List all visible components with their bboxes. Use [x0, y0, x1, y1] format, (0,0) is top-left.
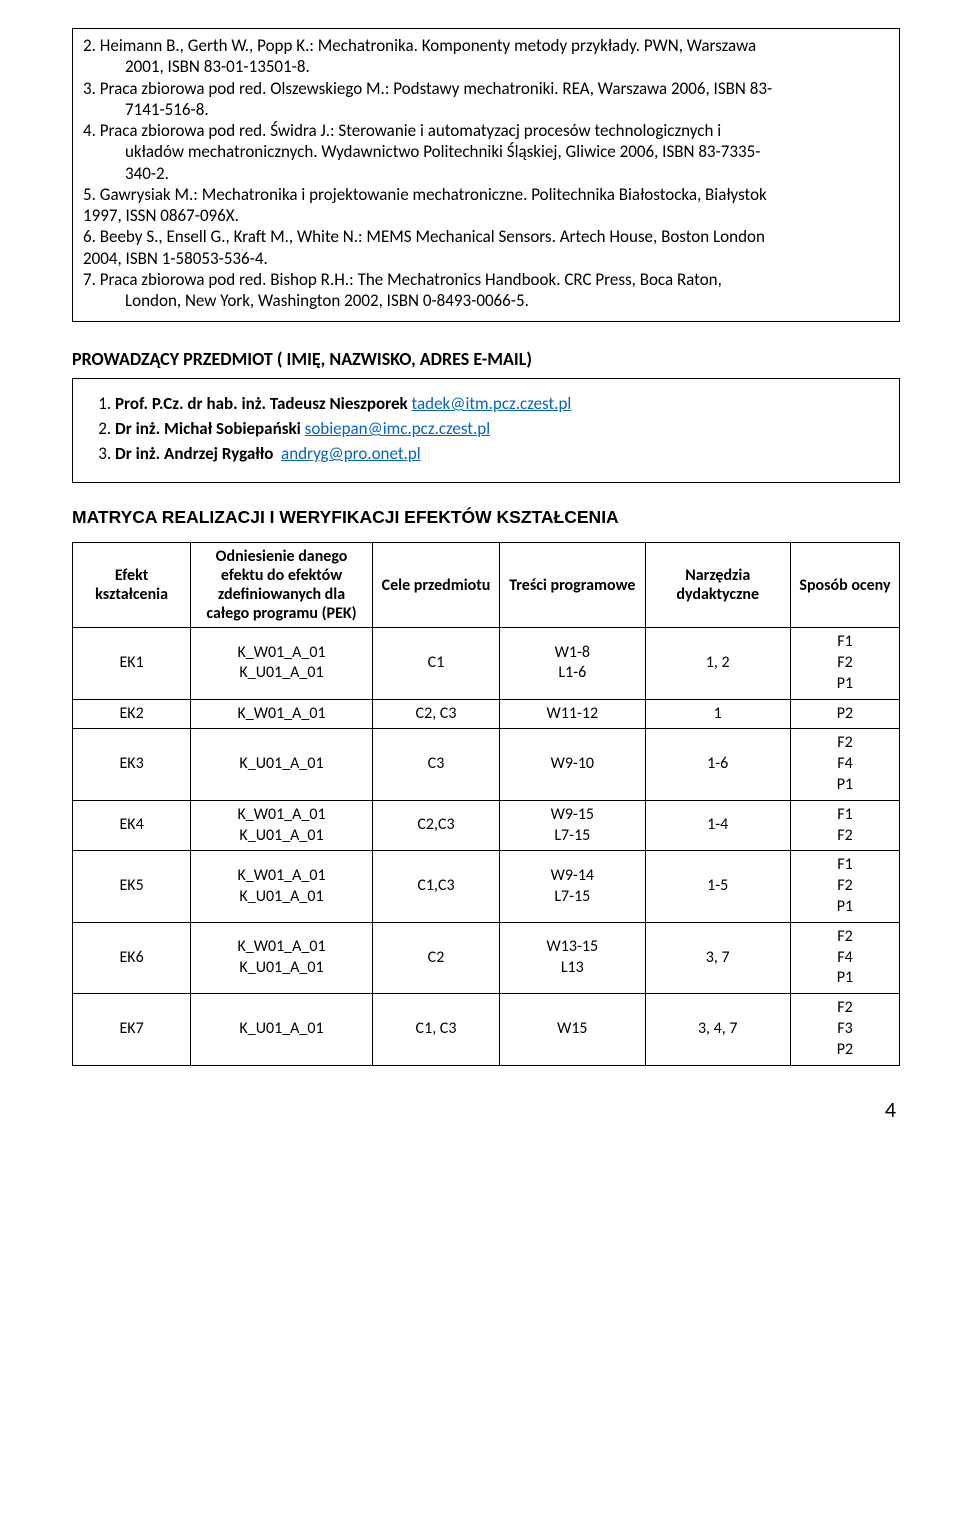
cell-ek: EK1 — [73, 628, 191, 699]
instructor-name: Prof. P.Cz. dr hab. inż. Tadeusz Nieszpo… — [115, 393, 408, 414]
bib-cont: 340-2. — [83, 163, 889, 184]
bib-text: Heimann B., Gerth W., Popp K.: Mechatron… — [100, 35, 756, 56]
cell-ref: K_W01_A_01K_U01_A_01 — [191, 851, 373, 922]
cell-cel: C2,C3 — [372, 800, 499, 851]
cell-cel: C1 — [372, 628, 499, 699]
cell-spos: F2F4P1 — [790, 729, 899, 800]
cell-ek: EK5 — [73, 851, 191, 922]
cell-ek: EK6 — [73, 922, 191, 993]
cell-tre: W13-15L13 — [500, 922, 645, 993]
matrix-heading: MATRYCA REALIZACJI I WERYFIKACJI EFEKTÓW… — [72, 507, 900, 528]
cell-ek: EK4 — [73, 800, 191, 851]
col-header-narzedzia: Narzędzia dydaktyczne — [645, 543, 790, 628]
cell-ek: EK7 — [73, 994, 191, 1065]
cell-narz: 3, 4, 7 — [645, 994, 790, 1065]
instructor-email-link[interactable]: sobiepan@imc.pcz.czest.pl — [305, 418, 490, 439]
cell-cel: C1, C3 — [372, 994, 499, 1065]
col-header-sposob: Sposób oceny — [790, 543, 899, 628]
cell-narz: 1-4 — [645, 800, 790, 851]
cell-spos: F1F2P1 — [790, 851, 899, 922]
cell-tre: W11-12 — [500, 699, 645, 729]
bib-cont: układów mechatronicznych. Wydawnictwo Po… — [83, 141, 889, 162]
instructor-item: Prof. P.Cz. dr hab. inż. Tadeusz Nieszpo… — [115, 393, 887, 414]
cell-ref: K_U01_A_01 — [191, 729, 373, 800]
bib-text: Praca zbiorowa pod red. Olszewskiego M.:… — [100, 78, 772, 99]
cell-spos: F2F4P1 — [790, 922, 899, 993]
bib-num: 4. — [83, 120, 96, 141]
bib-text: Gawrysiak M.: Mechatronika i projektowan… — [100, 184, 767, 205]
col-header-tresci: Treści programowe — [500, 543, 645, 628]
bib-num: 2. — [83, 35, 96, 56]
cell-spos: F2F3P2 — [790, 994, 899, 1065]
matrix-table: Efekt kształcenia Odniesienie danego efe… — [72, 542, 900, 1065]
cell-narz: 1, 2 — [645, 628, 790, 699]
cell-ref: K_W01_A_01K_U01_A_01 — [191, 628, 373, 699]
bib-num: 6. — [83, 226, 96, 247]
cell-tre: W1-8L1-6 — [500, 628, 645, 699]
cell-tre: W9-15L7-15 — [500, 800, 645, 851]
bib-num: 5. — [83, 184, 96, 205]
cell-ek: EK3 — [73, 729, 191, 800]
cell-cel: C1,C3 — [372, 851, 499, 922]
cell-narz: 1-5 — [645, 851, 790, 922]
bib-cont: 7141-516-8. — [83, 99, 889, 120]
table-row: EK7K_U01_A_01C1, C3W153, 4, 7F2F3P2 — [73, 994, 900, 1065]
instructors-box: Prof. P.Cz. dr hab. inż. Tadeusz Nieszpo… — [72, 378, 900, 483]
bib-text: Praca zbiorowa pod red. Świdra J.: Stero… — [100, 120, 721, 141]
cell-cel: C2, C3 — [372, 699, 499, 729]
cell-narz: 1 — [645, 699, 790, 729]
bib-num: 3. — [83, 78, 96, 99]
cell-spos: F1F2P1 — [790, 628, 899, 699]
instructor-email-link[interactable]: andryg@pro.onet.pl — [281, 443, 421, 464]
bib-text: Beeby S., Ensell G., Kraft M., White N.:… — [100, 226, 765, 247]
matrix-body: EK1K_W01_A_01K_U01_A_01C1W1-8L1-61, 2F1F… — [73, 628, 900, 1065]
cell-spos: P2 — [790, 699, 899, 729]
table-row: EK3K_U01_A_01C3W9-101-6F2F4P1 — [73, 729, 900, 800]
cell-cel: C2 — [372, 922, 499, 993]
col-header-efekt: Efekt kształcenia — [73, 543, 191, 628]
bibliography-box: 2. Heimann B., Gerth W., Popp K.: Mechat… — [72, 28, 900, 322]
instructor-item: Dr inż. Michał Sobiepański sobiepan@imc.… — [115, 418, 887, 439]
table-row: EK2K_W01_A_01C2, C3W11-121P2 — [73, 699, 900, 729]
col-header-odniesienie: Odniesienie danego efektu do efektów zde… — [191, 543, 373, 628]
bib-text: Praca zbiorowa pod red. Bishop R.H.: The… — [100, 269, 722, 290]
table-row: EK6K_W01_A_01K_U01_A_01C2W13-15L133, 7F2… — [73, 922, 900, 993]
instructor-name: Dr inż. Michał Sobiepański — [115, 418, 301, 439]
bib-num: 7. — [83, 269, 96, 290]
table-header-row: Efekt kształcenia Odniesienie danego efe… — [73, 543, 900, 628]
cell-narz: 3, 7 — [645, 922, 790, 993]
cell-tre: W9-10 — [500, 729, 645, 800]
col-header-cele: Cele przedmiotu — [372, 543, 499, 628]
cell-spos: F1F2 — [790, 800, 899, 851]
bib-cont: 2001, ISBN 83-01-13501-8. — [83, 56, 889, 77]
cell-tre: W9-14L7-15 — [500, 851, 645, 922]
cell-tre: W15 — [500, 994, 645, 1065]
cell-narz: 1-6 — [645, 729, 790, 800]
table-row: EK5K_W01_A_01K_U01_A_01C1,C3W9-14L7-151-… — [73, 851, 900, 922]
cell-ref: K_W01_A_01K_U01_A_01 — [191, 800, 373, 851]
bib-cont: 1997, ISSN 0867-096X. — [83, 205, 889, 226]
instructors-heading: PROWADZĄCY PRZEDMIOT ( IMIĘ, NAZWISKO, A… — [72, 348, 900, 370]
bib-cont: 2004, ISBN 1-58053-536-4. — [83, 248, 889, 269]
instructor-item: Dr inż. Andrzej Rygałło andryg@pro.onet.… — [115, 443, 887, 464]
cell-ref: K_W01_A_01 — [191, 699, 373, 729]
instructor-name: Dr inż. Andrzej Rygałło — [115, 443, 273, 464]
cell-ref: K_W01_A_01K_U01_A_01 — [191, 922, 373, 993]
cell-ek: EK2 — [73, 699, 191, 729]
table-row: EK1K_W01_A_01K_U01_A_01C1W1-8L1-61, 2F1F… — [73, 628, 900, 699]
page-number: 4 — [72, 1066, 900, 1131]
table-row: EK4K_W01_A_01K_U01_A_01C2,C3W9-15L7-151-… — [73, 800, 900, 851]
instructor-email-link[interactable]: tadek@itm.pcz.czest.pl — [412, 393, 572, 414]
bib-cont: London, New York, Washington 2002, ISBN … — [83, 290, 889, 311]
cell-cel: C3 — [372, 729, 499, 800]
cell-ref: K_U01_A_01 — [191, 994, 373, 1065]
